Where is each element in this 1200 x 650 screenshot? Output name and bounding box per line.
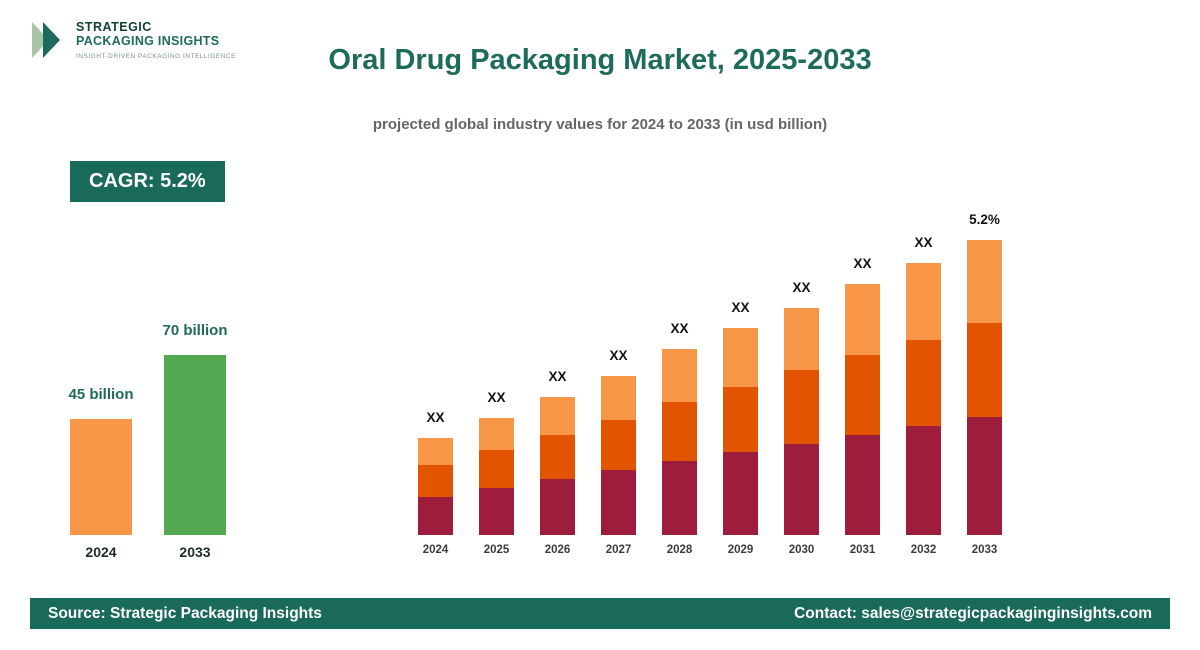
- bar-value-label: XX: [670, 321, 689, 336]
- logo-line1: STRATEGIC: [76, 19, 152, 34]
- x-axis-label: 2024: [85, 544, 117, 560]
- stacked-bar-group-2029: XX 2029: [723, 300, 758, 562]
- bar-value-label: XX: [487, 390, 506, 405]
- page-title: Oral Drug Packaging Market, 2025-2033: [328, 44, 872, 76]
- bar-segment-top: [662, 349, 697, 402]
- stacked-bar-group-2028: XX 2028: [662, 321, 697, 562]
- bar-segment-bottom: [662, 461, 697, 535]
- stacked-bar-group-2033: 5.2% 2033: [967, 212, 1002, 562]
- x-axis-label: 2028: [666, 544, 693, 556]
- bar-segment-bottom: [479, 488, 514, 535]
- bar-value-label: 45 billion: [68, 386, 134, 403]
- bar-value-label: XX: [548, 369, 567, 384]
- stacked-bar-group-2025: XX 2025: [479, 390, 514, 562]
- stacked-bar-group-2030: XX 2030: [784, 280, 819, 562]
- bar-value-label: XX: [609, 348, 628, 363]
- x-axis-label: 2027: [605, 544, 632, 556]
- bar-segment-middle: [540, 435, 575, 479]
- bar-segment-middle: [662, 402, 697, 461]
- x-axis-label: 2030: [788, 544, 815, 556]
- bar-segment-top: [418, 438, 453, 465]
- x-axis-label: 2031: [849, 544, 876, 556]
- logo-text: STRATEGIC PACKAGING INSIGHTS INSIGHT-DRI…: [76, 20, 236, 60]
- x-axis-label: 2032: [910, 544, 937, 556]
- bar-segment-top: [784, 308, 819, 370]
- page-subtitle: projected global industry values for 202…: [372, 116, 828, 133]
- bar-value-label: 70 billion: [162, 322, 228, 339]
- bar-segment-bottom: [418, 497, 453, 535]
- stacked-bar-chart: XX 2024 XX 2025 XX 2026 XX 2027 XX 2028 XX 2029 XX 20…: [418, 212, 1002, 562]
- bar-segment-top: [906, 263, 941, 340]
- bar-segment-top: [479, 418, 514, 450]
- stacked-bar-group-2027: XX 2027: [601, 348, 636, 562]
- chevron-logo-icon: [32, 22, 60, 58]
- bar-segment-middle: [845, 355, 880, 435]
- x-axis-label: 2033: [179, 544, 211, 560]
- comparison-bar: [164, 355, 226, 535]
- cagr-badge: CAGR: 5.2%: [70, 161, 225, 202]
- bar-segment-middle: [479, 450, 514, 488]
- bar-segment-middle: [723, 387, 758, 452]
- comparison-bar-group-2024: 45 billion 2024: [68, 386, 134, 562]
- bar-value-label: 5.2%: [969, 212, 1000, 227]
- x-axis-label: 2024: [422, 544, 449, 556]
- bar-value-label: XX: [853, 256, 872, 271]
- logo-line2: PACKAGING INSIGHTS: [76, 34, 220, 49]
- stacked-bar-group-2032: XX 2032: [906, 235, 941, 562]
- bar-value-label: XX: [426, 410, 445, 425]
- bar-segment-top: [845, 284, 880, 355]
- bar-segment-bottom: [540, 479, 575, 535]
- stacked-bar-group-2031: XX 2031: [845, 256, 880, 562]
- bar-segment-bottom: [784, 444, 819, 535]
- comparison-bar-group-2033: 70 billion 2033: [162, 322, 228, 562]
- x-axis-label: 2033: [971, 544, 998, 556]
- bar-segment-middle: [418, 465, 453, 497]
- bar-segment-top: [967, 240, 1002, 323]
- footer-bar: Source: Strategic Packaging Insights Con…: [30, 598, 1170, 629]
- footer-source: Source: Strategic Packaging Insights: [48, 604, 322, 622]
- logo-tagline: INSIGHT-DRIVEN PACKAGING INTELLIGENCE: [76, 52, 236, 60]
- bar-segment-middle: [601, 420, 636, 470]
- bar-segment-top: [540, 397, 575, 435]
- bar-segment-bottom: [906, 426, 941, 535]
- x-axis-label: 2026: [544, 544, 571, 556]
- footer-contact: Contact: sales@strategicpackaginginsight…: [794, 604, 1152, 622]
- stacked-bar-group-2026: XX 2026: [540, 369, 575, 562]
- bar-segment-bottom: [601, 470, 636, 535]
- brand-logo: STRATEGIC PACKAGING INSIGHTS INSIGHT-DRI…: [30, 16, 236, 64]
- comparison-chart: 45 billion 2024 70 billion 2033: [68, 322, 228, 562]
- bar-segment-bottom: [967, 417, 1002, 535]
- stacked-bar-group-2024: XX 2024: [418, 410, 453, 562]
- bar-value-label: XX: [731, 300, 750, 315]
- comparison-bar: [70, 419, 132, 535]
- bar-value-label: XX: [792, 280, 811, 295]
- bar-segment-bottom: [723, 452, 758, 535]
- x-axis-label: 2025: [483, 544, 510, 556]
- bar-segment-top: [723, 328, 758, 387]
- bar-segment-bottom: [845, 435, 880, 535]
- bar-segment-middle: [784, 370, 819, 444]
- bar-segment-middle: [967, 323, 1002, 417]
- bar-value-label: XX: [914, 235, 933, 250]
- bar-segment-top: [601, 376, 636, 420]
- bar-segment-middle: [906, 340, 941, 426]
- x-axis-label: 2029: [727, 544, 754, 556]
